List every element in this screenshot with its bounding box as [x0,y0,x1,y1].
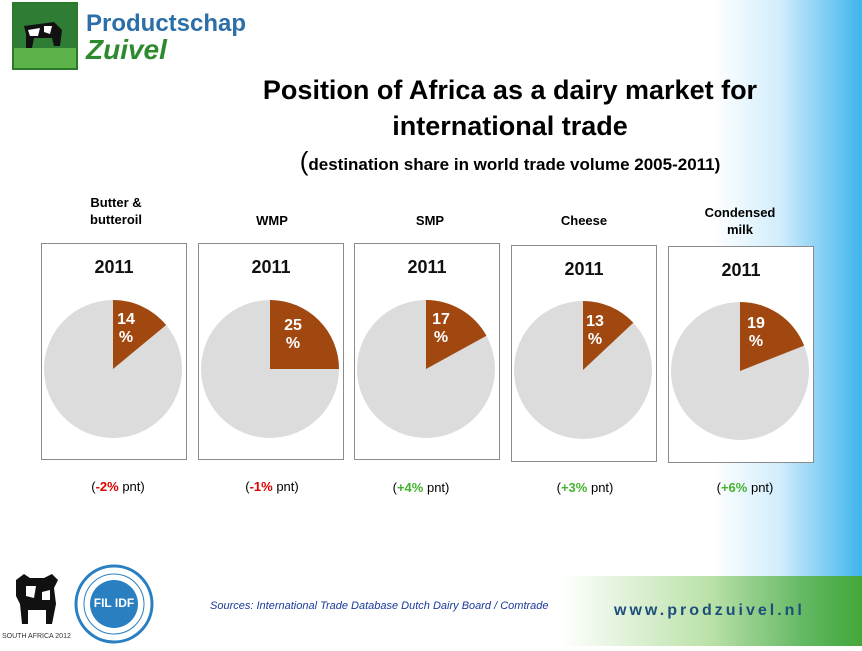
pie-chart-butter [44,300,182,438]
title-line1: Position of Africa as a dairy market for [262,75,758,105]
year-label: 2011 [721,260,761,280]
pie-slice-africa [270,300,339,369]
subtitle-text: destination share in world trade volume … [308,155,721,174]
fil-idf-text: FIL IDF [93,596,135,610]
congress-logo-text: SOUTH AFRICA 2012 [2,633,71,640]
category-label-butter-line2: butteroil [90,212,142,227]
title-line2: international trade [392,111,628,141]
pie-data-label-unit: % [587,331,603,348]
website-url: www.prodzuivel.nl [614,602,805,619]
pie-data-label-value: 17 [432,311,450,328]
category-label-cheese: Cheese [560,213,608,228]
category-label-butter-line1: Butter & [90,195,142,210]
change-suffix: pnt) [747,480,774,495]
pie-panel-wmp: 2011 25 % [198,243,344,460]
pie-data-label-value: 19 [747,315,765,332]
pie-panel-condensed: 2011 19 % [668,246,814,463]
pie-slice-africa [426,300,487,369]
change-prefix: ( [716,480,721,495]
change-prefix: ( [556,480,561,495]
page-subtitle: (destination share in world trade volume… [200,146,820,177]
change-suffix: pnt) [118,479,145,494]
pie-data-label-value: 14 [117,311,135,328]
change-prefix: ( [245,479,250,494]
category-label-smp: SMP [415,213,445,228]
category-label-butter: Butter & butteroil [41,194,191,228]
category-label-condensed-line2: milk [726,222,753,237]
change-value: -2% [95,479,119,494]
year-label: 2011 [251,257,291,277]
year-label: 2011 [564,259,604,279]
year-label: 2011 [407,257,447,277]
change-label-butter: (-2% pnt) [43,479,193,494]
pie-chart-cheese [514,301,652,439]
change-value: +3% [560,480,588,495]
decorative-green-band [560,576,862,646]
pie-panel-cheese: 2011 13 % [511,245,657,462]
change-suffix: pnt) [272,479,299,494]
category-label-condensed: Condensed milk [665,204,815,238]
subtitle-paren: ( [299,146,309,176]
pie-panel-butter: 2011 14 % [41,243,187,460]
change-label-smp: (+4% pnt) [346,480,496,495]
change-value: +6% [720,480,748,495]
change-label-cheese: (+3% pnt) [510,480,660,495]
change-value: -1% [249,479,273,494]
logo-name-line1: Productschap [86,10,247,37]
pie-slice-africa [740,302,805,371]
page-title: Position of Africa as a dairy market for… [200,72,820,144]
change-value: +4% [396,480,424,495]
category-label-condensed-line1: Condensed [704,205,776,220]
pie-data-label: 19 % [744,315,768,351]
year-label: 2011 [94,257,134,277]
pie-data-label: 17 % [429,311,453,347]
cow-icon [2,566,68,630]
pie-data-label-value: 13 [586,313,604,330]
category-label-wmp: WMP [256,213,288,228]
pie-data-label-value: 25 [284,317,302,334]
change-label-wmp: (-1% pnt) [197,479,347,494]
productschap-logo-icon [12,2,78,70]
pie-chart-wmp [201,300,339,438]
change-suffix: pnt) [423,480,450,495]
change-prefix: ( [91,479,96,494]
pie-slice-africa [583,301,634,370]
pie-chart-condensed [671,302,809,440]
change-suffix: pnt) [587,480,614,495]
pie-chart-smp [357,300,495,438]
fil-idf-logo-icon: FIL IDF [72,562,156,646]
pie-data-label: 13 % [583,313,607,349]
pie-data-label: 25 % [281,317,305,353]
pie-panel-smp: 2011 17 % [354,243,500,460]
logo-name-line2: Zuivel [86,34,167,65]
pie-data-label-unit: % [285,335,301,352]
pie-data-label-unit: % [433,329,449,346]
pie-data-label: 14 % [114,311,138,347]
pie-data-label-unit: % [748,333,764,350]
pie-data-label-unit: % [118,329,134,346]
sources-note: Sources: International Trade Database Du… [210,600,549,612]
change-label-condensed: (+6% pnt) [670,480,820,495]
change-prefix: ( [392,480,397,495]
pie-slice-africa [113,300,167,369]
